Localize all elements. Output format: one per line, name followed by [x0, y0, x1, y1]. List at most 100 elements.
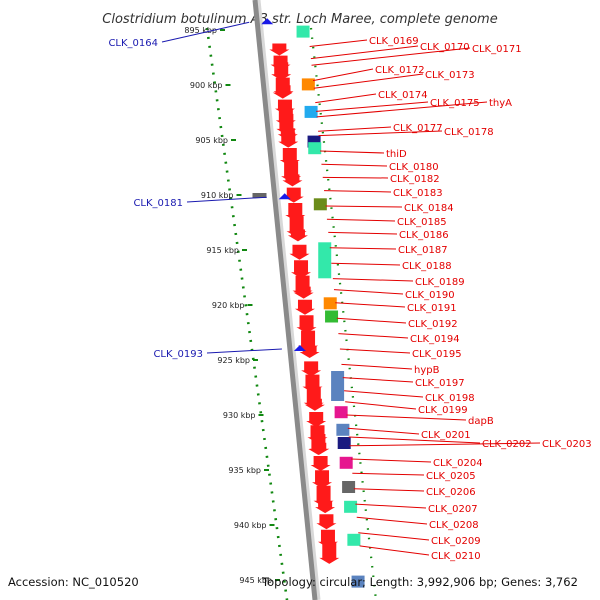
backbone — [252, 0, 321, 600]
tick-label-930: 930 kbp — [223, 411, 256, 420]
leader-CLK_0178 — [318, 130, 443, 137]
feature-box-2 — [301, 78, 315, 91]
leader-CLK_0169 — [309, 39, 368, 47]
gene-label-CLK_0182: CLK_0182 — [390, 174, 440, 185]
gene-label-CLK_0188: CLK_0188 — [402, 261, 452, 272]
gene-arrow-dapB — [306, 412, 327, 427]
reverse-arrow-CLK_0193 — [293, 345, 306, 351]
feature-box-16 — [344, 500, 358, 513]
leader-CLK_0197 — [342, 377, 414, 383]
gene-arrow-CLK_0203 — [309, 442, 330, 455]
leader-CLK_0180 — [321, 163, 388, 167]
gene-label-CLK_0191: CLK_0191 — [407, 303, 457, 314]
gene-label-CLK_0194: CLK_0194 — [410, 334, 460, 345]
gene-label-CLK_0183: CLK_0183 — [393, 188, 443, 199]
gene-label-CLK_0177: CLK_0177 — [393, 123, 443, 134]
gene-label-thyA: thyA — [489, 98, 512, 109]
gene-arrow-CLK_0208 — [316, 514, 337, 530]
gene-arrow-CLK_0204 — [310, 456, 331, 471]
leader-CLK_0188 — [331, 262, 401, 266]
feature-box-13 — [337, 437, 351, 449]
gene-arrow-CLK_0191 — [294, 299, 315, 315]
gene-label-CLK_0173: CLK_0173 — [425, 70, 475, 81]
leader-CLK_0177 — [318, 126, 392, 132]
gene-arrow-CLK_0190 — [293, 286, 314, 299]
leader-CLK_0192 — [336, 317, 407, 324]
leader-CLK_0210 — [359, 545, 430, 556]
leader-CLK_0205 — [352, 472, 425, 476]
leader-CLK_0208 — [356, 516, 428, 525]
gene-label-CLK_0181: CLK_0181 — [133, 198, 183, 209]
leader-CLK_0201 — [347, 427, 420, 435]
gene-arrow-CLK_0192 — [296, 315, 317, 334]
leader-CLK_0194 — [338, 333, 409, 339]
gene-label-CLK_0184: CLK_0184 — [404, 203, 454, 214]
gene-label-CLK_0174: CLK_0174 — [378, 90, 428, 101]
gene-label-CLK_0195: CLK_0195 — [412, 349, 462, 360]
tick-label-900: 900 kbp — [190, 81, 223, 90]
gene-label-CLK_0180: CLK_0180 — [389, 162, 439, 173]
gene-arrow-CLK_0188 — [291, 260, 312, 279]
gene-arrow-CLK_0182 — [282, 174, 303, 187]
topology-text: Topology: circular; Length: 3,992,906 bp… — [261, 575, 578, 589]
gene-label-CLK_0206: CLK_0206 — [426, 487, 476, 498]
leader-CLK_0174 — [315, 93, 377, 104]
feature-box-6 — [313, 198, 327, 211]
gene-label-CLK_0201: CLK_0201 — [421, 430, 471, 441]
leader-CLK_0203 — [349, 442, 541, 447]
gene-arrow-CLK_0205 — [312, 470, 333, 489]
gc-skew-rings — [205, 27, 378, 600]
leader-CLK_0187 — [329, 247, 397, 250]
tick-label-935: 935 kbp — [228, 466, 261, 475]
gene-label-CLK_0209: CLK_0209 — [431, 536, 481, 547]
gene-label-CLK_0186: CLK_0186 — [399, 230, 449, 241]
gene-label-hypB: hypB — [414, 365, 440, 376]
leader-CLK_0191 — [335, 302, 406, 308]
feature-box-14 — [339, 456, 353, 469]
leader-CLK_0185 — [326, 218, 396, 222]
tick-label-915: 915 kbp — [206, 246, 239, 255]
backbone-line — [252, 0, 318, 600]
gene-label-CLK_0198: CLK_0198 — [425, 393, 475, 404]
gene-label-CLK_0202: CLK_0202 — [482, 439, 532, 450]
leader-CLK_0183 — [324, 190, 392, 193]
gene-label-CLK_0207: CLK_0207 — [428, 504, 478, 515]
tick-label-905: 905 kbp — [195, 136, 228, 145]
gene-arrow-CLK_0187 — [289, 244, 310, 260]
gene-arrow-CLK_0173 — [273, 85, 294, 98]
feature-box-9 — [325, 310, 339, 323]
tick-label-910: 910 kbp — [201, 191, 234, 200]
tick-label-925: 925 kbp — [217, 356, 250, 365]
gene-label-CLK_0208: CLK_0208 — [429, 520, 479, 531]
leader-CLK_0173 — [313, 73, 424, 89]
feature-box-8 — [323, 297, 337, 310]
gene-arrow-CLK_0210 — [319, 542, 340, 564]
gene-label-dapB: dapB — [468, 416, 494, 427]
leader-hypB — [341, 363, 413, 370]
gene-label-CLK_0199: CLK_0199 — [418, 405, 468, 416]
gene-label-CLK_0164: CLK_0164 — [108, 38, 158, 49]
gene-label-CLK_0210: CLK_0210 — [431, 551, 481, 562]
feature-box-1 — [296, 25, 310, 38]
feature-box-11 — [334, 406, 348, 419]
gene-arrow-CLK_0207 — [315, 501, 336, 514]
leader-CLK_0171 — [311, 47, 471, 66]
tick-label-895: 895 kbp — [184, 26, 217, 35]
ring-dotted-1 — [205, 27, 289, 600]
gene-label-CLK_0187: CLK_0187 — [398, 245, 448, 256]
feature-box-3 — [304, 105, 318, 118]
map-title: Clostridium botulinum A3 str. Loch Maree… — [102, 12, 497, 27]
leader-CLK_0207 — [355, 503, 427, 509]
leader-thiD — [320, 150, 385, 154]
gene-label-CLK_0190: CLK_0190 — [405, 290, 455, 301]
tick-label-920: 920 kbp — [212, 301, 245, 310]
leader-CLK_0172 — [312, 68, 374, 82]
gene-arrow-CLK_0186 — [287, 229, 308, 242]
leader-CLK_0182 — [322, 176, 389, 179]
leader-CLK_0181 — [186, 196, 267, 203]
gene-label-CLK_0185: CLK_0185 — [397, 217, 447, 228]
leader-CLK_0193 — [206, 348, 282, 354]
gene-label-CLK_0189: CLK_0189 — [415, 277, 465, 288]
